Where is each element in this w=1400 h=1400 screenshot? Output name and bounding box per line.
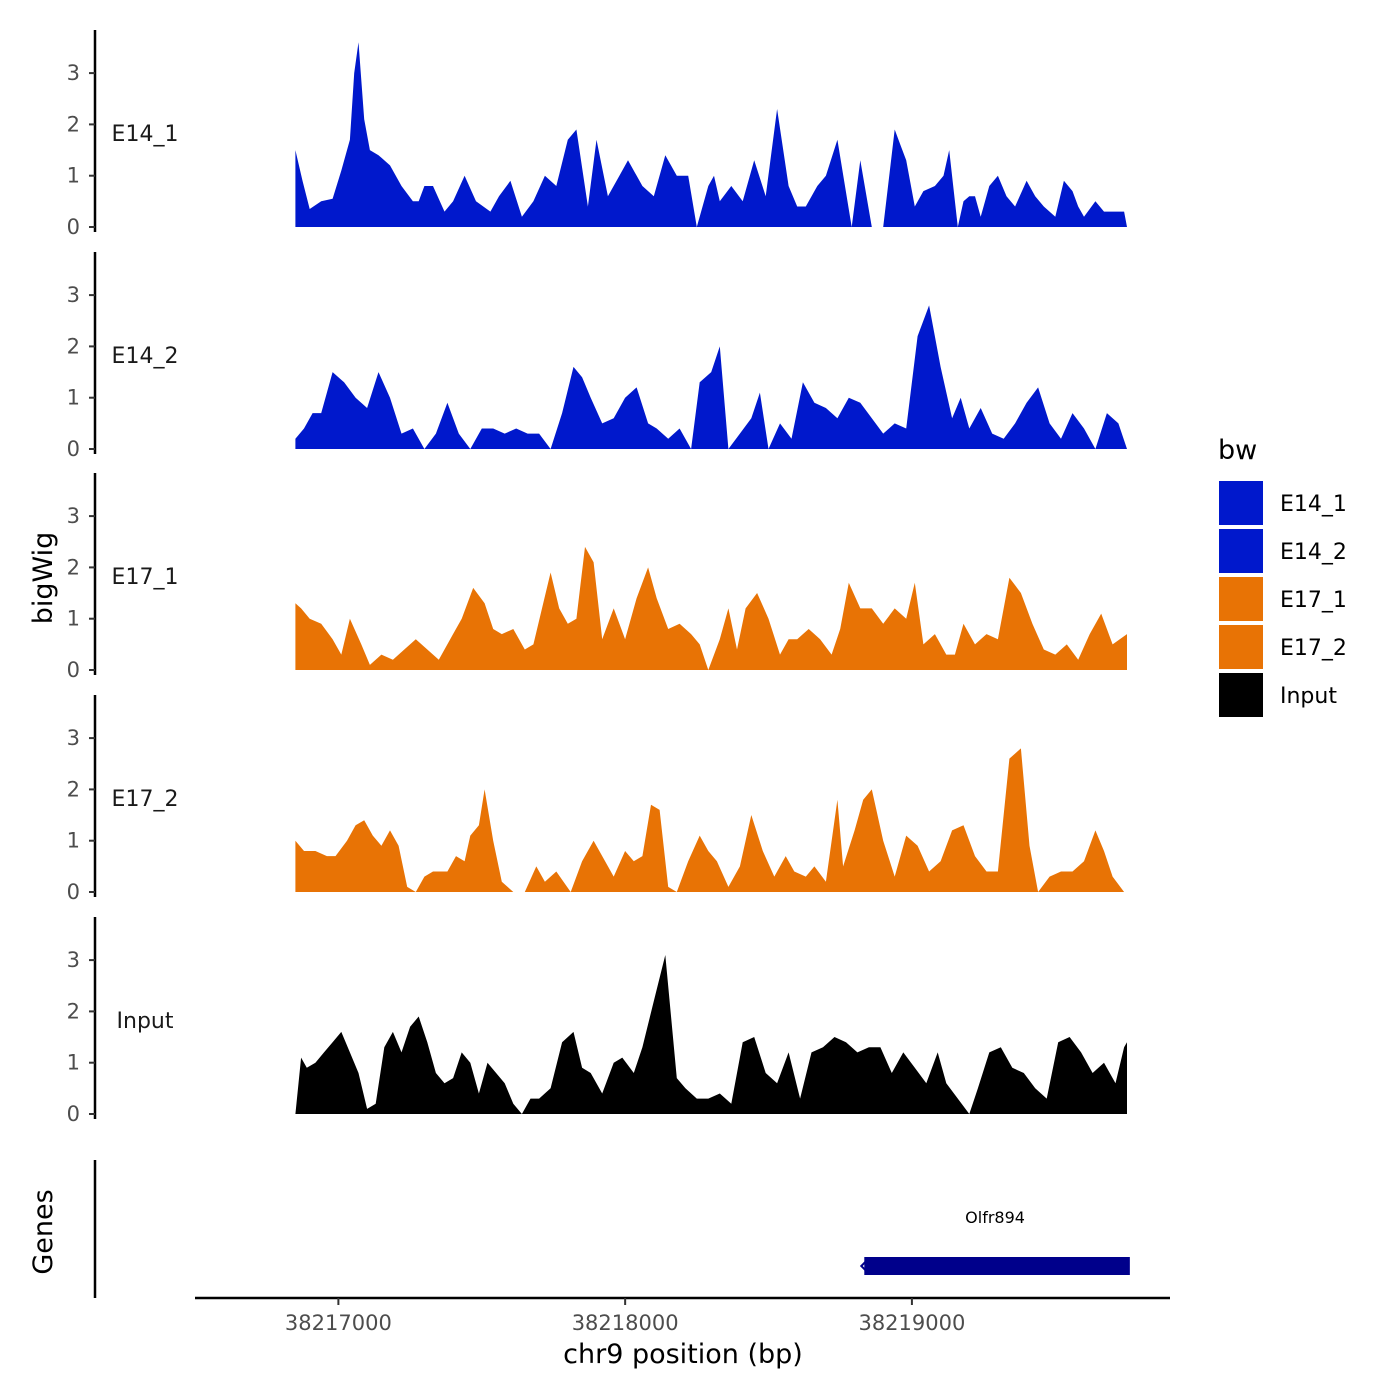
y-tick-label: 3 [67, 283, 80, 307]
y-tick-label: 3 [67, 504, 80, 528]
gene-strand-arrow [859, 1258, 870, 1274]
y-tick-label: 3 [67, 948, 80, 972]
legend-label-E17_1: E17_1 [1280, 588, 1347, 613]
x-tick-label: 38218000 [572, 1311, 679, 1335]
track-label-E14_1: E14_1 [112, 122, 179, 147]
legend-key-E17_1 [1219, 577, 1263, 621]
gene-body-Olfr894 [864, 1257, 1130, 1275]
y-tick-label: 1 [67, 386, 80, 410]
track-label-Input: Input [117, 1009, 174, 1034]
y-tick-label: 1 [67, 164, 80, 188]
y-tick-label: 3 [67, 726, 80, 750]
y-tick-label: 2 [67, 334, 80, 358]
y-tick-label: 0 [67, 880, 80, 904]
x-axis-title: chr9 position (bp) [563, 1339, 803, 1370]
coverage-area-E17_2 [295, 748, 1125, 892]
y-tick-label: 2 [67, 999, 80, 1023]
track-label-E17_2: E17_2 [112, 787, 179, 812]
x-tick-label: 38219000 [858, 1311, 965, 1335]
y-tick-label: 0 [67, 1102, 80, 1126]
coverage-area-E14_2 [295, 305, 1127, 449]
y-tick-label: 0 [67, 437, 80, 461]
legend: bw E14_1 E14_2 E17_1 E17_2 Input [1218, 435, 1347, 717]
genes-axis-title: Genes [28, 1189, 59, 1274]
y-tick-label: 2 [67, 777, 80, 801]
x-axis: 38217000 38218000 38219000 [195, 1296, 1170, 1335]
y-tick-label: 3 [67, 61, 80, 85]
track-label-E17_1: E17_1 [112, 565, 179, 590]
track-panel-E14_2: 0 1 2 3 E14_2 [67, 252, 1127, 461]
legend-key-E14_2 [1219, 529, 1263, 573]
y-tick-label: 2 [67, 112, 80, 136]
y-tick-label: 0 [67, 215, 80, 239]
legend-key-E14_1 [1219, 481, 1263, 525]
legend-key-E17_2 [1219, 625, 1263, 669]
track-label-E14_2: E14_2 [112, 344, 179, 369]
y-axis-title: bigWig [28, 532, 59, 625]
track-panels: 0 1 2 3 E14_1 0 1 2 3 E14_2 0 1 2 3 E17_1 0 1 2 3 E17_2 0 1 2 3… [67, 30, 1127, 1126]
x-tick-label: 38217000 [285, 1311, 392, 1335]
gene-track: Olfr894 [93, 1160, 1130, 1298]
legend-label-E14_2: E14_2 [1280, 540, 1347, 565]
legend-key-Input [1219, 673, 1263, 717]
legend-label-E14_1: E14_1 [1280, 492, 1347, 517]
track-panel-E17_1: 0 1 2 3 E17_1 [67, 473, 1127, 682]
coverage-area-E14_1 [295, 42, 1127, 227]
legend-label-Input: Input [1280, 684, 1337, 709]
legend-title: bw [1218, 435, 1257, 466]
y-tick-label: 1 [67, 1051, 80, 1075]
track-panel-E17_2: 0 1 2 3 E17_2 [67, 695, 1125, 904]
y-tick-label: 0 [67, 658, 80, 682]
coverage-area-E17_1 [295, 546, 1127, 670]
track-panel-Input: 0 1 2 3 Input [67, 917, 1127, 1126]
y-tick-label: 2 [67, 555, 80, 579]
y-tick-label: 1 [67, 829, 80, 853]
legend-label-E17_2: E17_2 [1280, 636, 1347, 661]
y-tick-label: 1 [67, 607, 80, 631]
gene-label-Olfr894: Olfr894 [965, 1208, 1025, 1227]
track-panel-E14_1: 0 1 2 3 E14_1 [67, 30, 1127, 239]
coverage-area-Input [295, 955, 1127, 1114]
